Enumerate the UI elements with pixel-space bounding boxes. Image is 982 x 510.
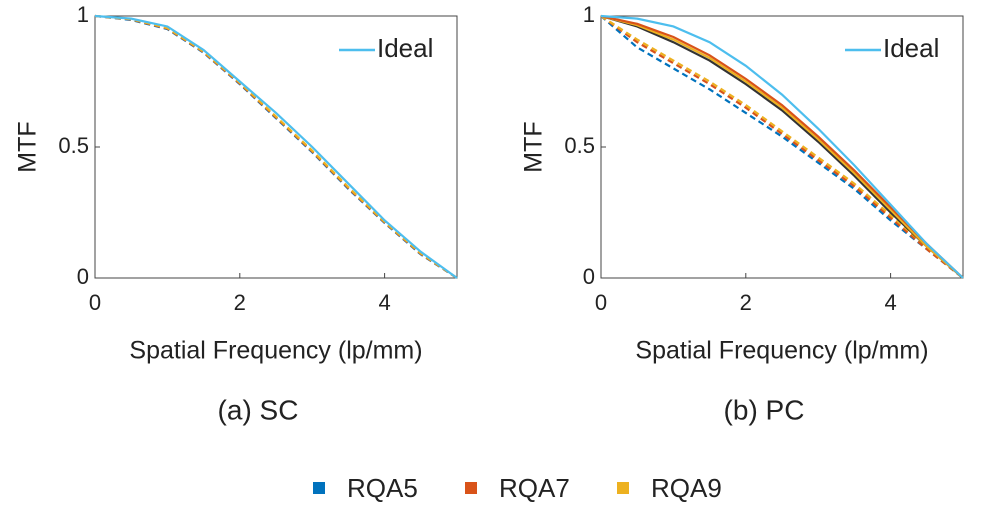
series-line: [600, 15, 964, 279]
x-tick-label: 0: [595, 290, 607, 315]
series-line: [600, 14, 964, 279]
y-tick-label: 1: [77, 2, 89, 27]
series-line: [600, 14, 964, 279]
series-line: [600, 15, 964, 279]
series-line: [600, 15, 964, 279]
x-axis-label: Spatial Frequency (lp/mm): [635, 337, 928, 365]
series-line: [600, 14, 964, 279]
x-tick-label: 4: [378, 290, 390, 315]
x-tick-label: 2: [740, 290, 752, 315]
series-line: [94, 14, 458, 279]
legend-label: Ideal: [377, 33, 433, 63]
legend-swatch: [617, 482, 629, 494]
legend-label: RQA7: [499, 473, 570, 503]
y-axis-label: MTF: [14, 121, 42, 172]
y-tick-label: 0.5: [58, 133, 89, 158]
y-tick-label: 0: [77, 264, 89, 289]
legend-label: RQA5: [347, 473, 418, 503]
x-tick-label: 4: [884, 290, 896, 315]
legend-label: Ideal: [883, 33, 939, 63]
legend-swatch: [313, 482, 325, 494]
caption: (b) PC: [724, 394, 805, 425]
x-axis-label: Spatial Frequency (lp/mm): [129, 337, 422, 365]
x-tick-label: 0: [89, 290, 101, 315]
y-axis-label: MTF: [520, 121, 548, 172]
series-line: [600, 14, 964, 279]
y-tick-label: 1: [583, 2, 595, 27]
series-line: [94, 14, 458, 279]
caption: (a) SC: [218, 394, 299, 425]
plot-area: [600, 15, 964, 279]
legend-swatch: [465, 482, 477, 494]
y-tick-label: 0: [583, 264, 595, 289]
legend-label: RQA9: [651, 473, 722, 503]
y-tick-label: 0.5: [564, 133, 595, 158]
x-tick-label: 2: [234, 290, 246, 315]
